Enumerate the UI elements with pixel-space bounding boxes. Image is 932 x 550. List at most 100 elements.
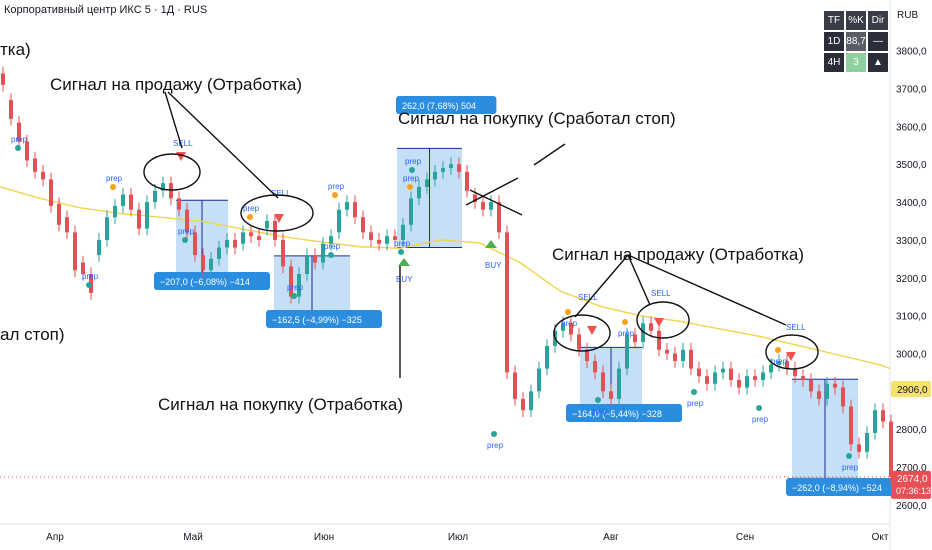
candle-body [889, 421, 893, 477]
candle-body [593, 361, 597, 373]
candle-body [689, 349, 693, 369]
sell-marker [654, 318, 664, 327]
candle-body [665, 349, 669, 354]
sell-label: SELL [578, 293, 598, 302]
prep-label: prep [394, 239, 411, 248]
candle-body [769, 364, 773, 373]
candle-body [369, 232, 373, 240]
candle-body [529, 391, 533, 411]
prep-label: prep [842, 463, 859, 472]
candle-body [649, 323, 653, 331]
candle-body [1, 73, 5, 85]
x-tick-label: Авг [603, 532, 619, 543]
candle-body [169, 183, 173, 199]
y-tick-label: 3500,0 [896, 160, 927, 171]
candle-body [873, 410, 877, 433]
y-tick-label: 3400,0 [896, 198, 927, 209]
chart-title: Корпоративный центр ИКС 5 · 1Д · RUS [4, 4, 208, 16]
buy-marker [485, 240, 497, 248]
prep-dot [691, 389, 697, 395]
candle-body [377, 239, 381, 244]
annotation-arrow [627, 254, 787, 326]
candle-body [401, 224, 405, 240]
candle-body [857, 444, 861, 452]
trade-box-label-bg [266, 310, 382, 328]
annotation-text: Сигнал на покупку (Сработал стоп) [398, 109, 676, 128]
candle-body [129, 194, 133, 210]
prep-label: prep [328, 182, 345, 191]
prep-dot [328, 252, 334, 258]
candle-body [801, 376, 805, 380]
indicator-table: TF %K Dir 1D 88,7 — 4H 3 ▲ [822, 9, 890, 74]
trade-box-label-text: −207,0 (−6,08%) −414 [160, 277, 250, 287]
candle-body [385, 236, 389, 244]
prep-label: prep [11, 135, 28, 144]
prep-dot [775, 347, 781, 353]
annotation-text: Сигнал на продажу (Отработка) [50, 75, 302, 94]
trade-box-label-text: 262,0 (7,68%) 504 [402, 101, 476, 111]
candle-body [17, 122, 21, 142]
candle-body [737, 379, 741, 388]
prep-label: prep [82, 272, 99, 281]
y-tick-label: 3800,0 [896, 47, 927, 58]
candle-body [361, 217, 365, 233]
candle-body [137, 209, 141, 229]
candle-body [257, 236, 261, 240]
candle-body [537, 368, 541, 392]
candle-body [177, 198, 181, 210]
candle-body [225, 239, 229, 248]
candle-body [849, 406, 853, 445]
table-row2-tf: 4H [824, 53, 844, 72]
annotation-text: тка) [0, 40, 31, 59]
candle-body [113, 205, 117, 218]
annotation-arrow [574, 254, 629, 318]
prep-label: prep [752, 415, 769, 424]
annotation-ellipse [636, 301, 690, 339]
candle-body [241, 232, 245, 244]
candle-body [449, 164, 453, 169]
prep-dot [491, 431, 497, 437]
sell-marker [786, 352, 796, 361]
x-tick-label: Апр [46, 532, 64, 543]
prep-dot [595, 397, 601, 403]
trade-box-label: −162,5 (−4,99%) −325 [266, 310, 382, 328]
candle-body [609, 391, 613, 399]
y-tick-label: 2700,0 [896, 463, 927, 474]
candle-body [57, 203, 61, 225]
candle-body [345, 202, 349, 210]
candle-body [41, 171, 45, 180]
candle-body [121, 194, 125, 206]
last-price-value: 2674,0 [897, 474, 928, 485]
candle-body [729, 368, 733, 380]
prep-dot [565, 309, 571, 315]
trade-box-label: −207,0 (−6,08%) −414 [154, 272, 270, 290]
candle-body [393, 236, 397, 240]
prep-label: prep [287, 283, 304, 292]
sell-marker [587, 326, 597, 335]
buy-marker [398, 258, 410, 266]
sell-label: SELL [651, 289, 671, 298]
last-price-timer: 07:36:13 [896, 486, 931, 496]
trade-box-label-text: −164,0 (−5,44%) −328 [572, 409, 662, 419]
prep-label: prep [618, 329, 635, 338]
last-price-tag [891, 470, 931, 499]
candle-body [633, 334, 637, 343]
candle-body [201, 255, 205, 271]
candle-body [521, 398, 525, 411]
table-header-tf: TF [824, 11, 844, 30]
candle-body [233, 239, 237, 248]
candle-body [265, 221, 269, 229]
annotation-arrow [533, 143, 566, 166]
candle-body [457, 164, 461, 172]
x-tick-label: Июн [314, 532, 334, 543]
table-row2-dir: ▲ [868, 53, 888, 72]
candle-body [761, 372, 765, 380]
candle-body [833, 383, 837, 388]
candle-body [65, 217, 69, 233]
annotation-ellipse [240, 194, 314, 232]
candle-body [497, 202, 501, 233]
y-tick-label: 2600,0 [896, 501, 927, 512]
annotation-arrow [164, 91, 183, 149]
candle-body [697, 368, 701, 377]
